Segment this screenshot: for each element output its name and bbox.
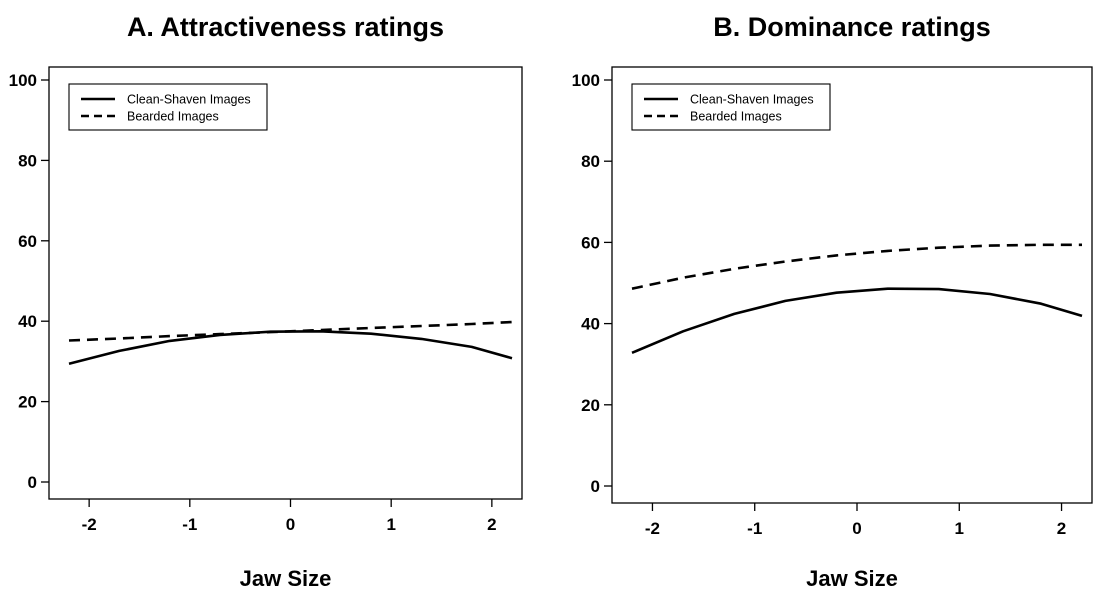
x-axis-label: Jaw Size — [806, 566, 898, 591]
x-tick-label: 1 — [955, 519, 964, 538]
series-line-clean-shaven — [631, 287, 1083, 354]
legend-box — [68, 83, 268, 131]
series-line-bearded — [68, 320, 513, 342]
legend-label: Clean-Shaven Images — [690, 93, 814, 107]
series-line-bearded — [631, 243, 1082, 290]
y-tick-label: 0 — [591, 477, 600, 496]
legend-label: Bearded Images — [690, 110, 782, 124]
y-tick-label: 60 — [581, 233, 600, 252]
legend-label: Clean-Shaven Images — [127, 93, 251, 107]
x-tick-label: 1 — [386, 515, 395, 534]
y-tick-label: 100 — [9, 71, 37, 90]
y-tick-label: 80 — [18, 151, 37, 170]
chart-title: B. Dominance ratings — [713, 12, 991, 42]
x-tick-label: -2 — [645, 519, 660, 538]
chart-panel-0: A. Attractiveness ratings020406080100-2-… — [9, 12, 523, 591]
x-tick-label: 2 — [1057, 519, 1066, 538]
x-tick-label: 0 — [852, 519, 861, 538]
y-tick-label: 60 — [18, 232, 37, 251]
x-tick-label: -2 — [82, 515, 97, 534]
x-axis-label: Jaw Size — [240, 566, 332, 591]
legend-label: Bearded Images — [127, 110, 219, 124]
y-tick-label: 20 — [18, 393, 37, 412]
series-line-clean-shaven — [68, 329, 513, 366]
plot-frame — [48, 66, 523, 500]
y-tick-label: 0 — [28, 473, 37, 492]
x-tick-label: 0 — [286, 515, 295, 534]
x-tick-label: -1 — [747, 519, 762, 538]
y-tick-label: 100 — [572, 71, 600, 90]
x-tick-label: 2 — [487, 515, 496, 534]
plot-frame — [611, 66, 1093, 504]
x-tick-label: -1 — [182, 515, 197, 534]
y-tick-label: 40 — [581, 315, 600, 334]
chart-title: A. Attractiveness ratings — [127, 12, 444, 42]
y-tick-label: 20 — [581, 396, 600, 415]
chart-panel-1: B. Dominance ratings 0 20 40 60 80 100 -2 -1 0 1 2 J… — [572, 12, 1093, 591]
legend-box — [631, 83, 831, 131]
y-tick-label: 40 — [18, 312, 37, 331]
y-tick-label: 80 — [581, 152, 600, 171]
